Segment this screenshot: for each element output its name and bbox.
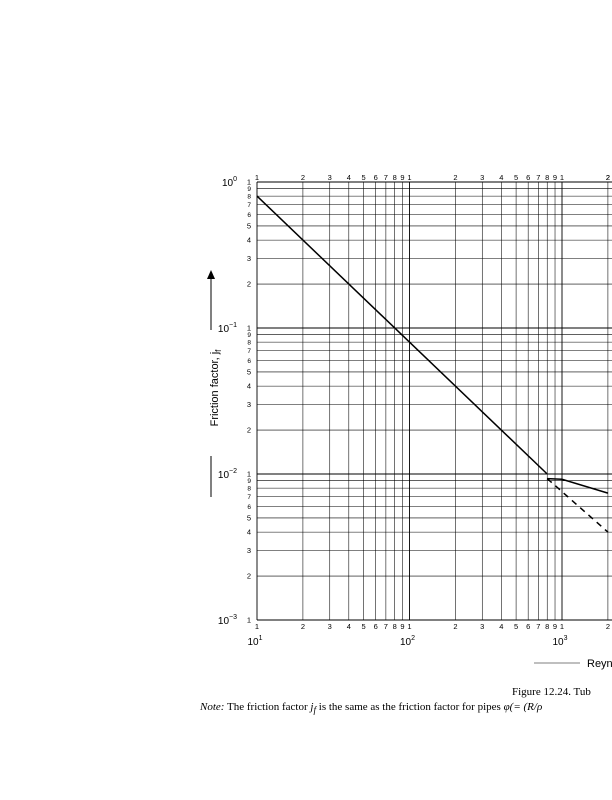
x-tick-label-top: 7 [384, 173, 388, 182]
y-tick-label: 9 [247, 332, 251, 339]
figure-caption: Figure 12.24. Tub [512, 686, 591, 698]
x-tick-label-top: 9 [553, 173, 557, 182]
x-tick-label-top: 8 [545, 173, 549, 182]
y-tick-label: 2 [247, 426, 251, 435]
y-tick-label: 8 [247, 194, 251, 201]
x-axis-label: Reyn [587, 658, 612, 670]
y-tick-label: 3 [247, 400, 251, 409]
y-tick-label: 6 [247, 504, 251, 511]
y-tick-label: 7 [247, 348, 251, 355]
x-tick-label-bottom: 1 [407, 622, 411, 631]
x-tick-label-bottom: 1 [255, 622, 259, 631]
y-tick-label: 8 [247, 486, 251, 493]
x-tick-label-bottom: 2 [301, 622, 305, 631]
y-tick-label: 3 [247, 546, 251, 555]
y-tick-label: 2 [247, 280, 251, 289]
x-tick-label-bottom: 7 [384, 622, 388, 631]
y-axis-arrow-head [207, 270, 215, 279]
x-tick-label-bottom: 9 [553, 622, 557, 631]
x-tick-label-bottom: 6 [526, 622, 530, 631]
chart-tick-labels: 1122334455667788991122334455667788991122… [218, 173, 610, 648]
note-symbol: j [310, 701, 314, 713]
y-tick-label: 9 [247, 478, 251, 485]
y-tick-label: 6 [247, 212, 251, 219]
y-tick-label: 1 [247, 470, 251, 479]
x-tick-label-bottom: 9 [400, 622, 404, 631]
x-tick-label-bottom: 5 [362, 622, 366, 631]
x-tick-label-top: 9 [400, 173, 404, 182]
x-tick-label-top: 2 [606, 173, 610, 182]
x-tick-label-top: 5 [362, 173, 366, 182]
x-tick-label-bottom: 5 [514, 622, 518, 631]
x-tick-label-bottom: 3 [328, 622, 332, 631]
x-tick-label-bottom: 4 [347, 622, 351, 631]
y-tick-label: 9 [247, 186, 251, 193]
note-label: Note: [200, 701, 225, 713]
y-tick-label: 8 [247, 340, 251, 347]
y-axis-label: Friction factor, jf [209, 349, 223, 427]
y-decade-label: 10−3 [218, 614, 237, 627]
figure-note: Note: The friction factor jf is the same… [200, 701, 542, 715]
y-tick-label: 1 [247, 324, 251, 333]
note-text: The friction factor [227, 701, 311, 713]
y-tick-label: 5 [247, 513, 251, 522]
x-tick-label-bottom: 8 [545, 622, 549, 631]
x-tick-label-bottom: 7 [536, 622, 540, 631]
y-decade-label: 10−2 [218, 468, 237, 481]
x-tick-label-top: 7 [536, 173, 540, 182]
x-tick-label-top: 6 [374, 173, 378, 182]
x-decade-label: 101 [247, 635, 262, 648]
y-tick-label: 1 [247, 178, 251, 187]
x-decade-label: 102 [400, 635, 415, 648]
series-line-1 [256, 195, 548, 475]
chart-series [256, 195, 609, 533]
y-tick-label: 4 [247, 528, 251, 537]
x-tick-label-bottom: 6 [374, 622, 378, 631]
x-decade-label: 103 [552, 635, 567, 648]
x-tick-label-top: 1 [255, 173, 259, 182]
x-tick-label-top: 2 [453, 173, 457, 182]
note-rest: is the same as the friction factor for p… [316, 701, 504, 713]
y-tick-label: 4 [247, 382, 251, 391]
y-tick-label: 2 [247, 572, 251, 581]
x-tick-label-top: 4 [499, 173, 503, 182]
x-tick-label-top: 8 [393, 173, 397, 182]
x-tick-label-top: 3 [328, 173, 332, 182]
y-tick-label: 4 [247, 236, 251, 245]
y-tick-label: 6 [247, 358, 251, 365]
note-phi: φ(= (R/ρ [503, 701, 543, 713]
y-decade-label: 100 [222, 176, 237, 189]
y-tick-label: 3 [247, 254, 251, 263]
x-tick-label-top: 6 [526, 173, 530, 182]
y-decade-label: 10−1 [218, 322, 237, 335]
series-line-2 [547, 477, 609, 494]
series-line-3 [546, 478, 609, 533]
y-tick-label: 7 [247, 202, 251, 209]
x-tick-label-bottom: 4 [499, 622, 503, 631]
x-tick-label-bottom: 1 [560, 622, 564, 631]
x-tick-label-top: 4 [347, 173, 351, 182]
x-tick-label-top: 2 [606, 173, 610, 182]
x-tick-label-bottom: 8 [393, 622, 397, 631]
note-symbol-sub: f [313, 705, 317, 716]
x-tick-label-bottom: 3 [480, 622, 484, 631]
y-tick-label: 5 [247, 367, 251, 376]
x-tick-label-bottom: 2 [453, 622, 457, 631]
x-tick-label-top: 1 [407, 173, 411, 182]
y-tick-label: 7 [247, 494, 251, 501]
x-tick-label-bottom: 2 [606, 622, 610, 631]
x-tick-label-top: 5 [514, 173, 518, 182]
y-tick-label: 1 [247, 616, 251, 625]
y-axis-label-group: Friction factor, jf [209, 349, 223, 427]
x-tick-label-top: 3 [480, 173, 484, 182]
x-tick-label-top: 1 [560, 173, 564, 182]
y-tick-label: 5 [247, 221, 251, 230]
x-tick-label-top: 2 [301, 173, 305, 182]
chart-grid [256, 181, 612, 621]
